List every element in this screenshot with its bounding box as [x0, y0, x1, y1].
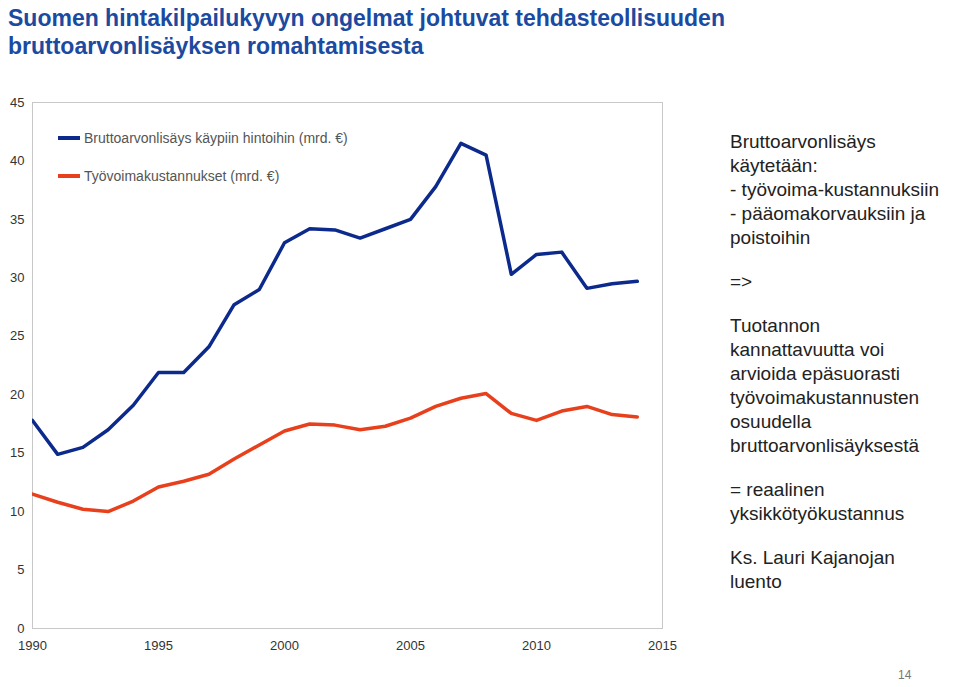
html-text:poistoihin: poistoihin	[730, 227, 811, 248]
html-text:Tuotannon: Tuotannon	[730, 315, 821, 336]
html-text:käytetään:: käytetään:	[730, 155, 818, 176]
html-text:kannattavuutta voi: kannattavuutta voi	[730, 339, 885, 360]
html-text:yksikkötyökustannus: yksikkötyökustannus	[730, 503, 905, 524]
svg-text:2015: 2015	[648, 638, 677, 653]
html-text:Bruttoarvonlisäys käypiin hint: Bruttoarvonlisäys käypiin hintoihin (mrd…	[84, 130, 348, 146]
svg-text:1990: 1990	[18, 638, 47, 653]
svg-text:2010: 2010	[522, 638, 551, 653]
svg-text:2000: 2000	[270, 638, 299, 653]
svg-text:0: 0	[17, 621, 24, 636]
svg-text:40: 40	[10, 153, 24, 168]
html-text:Työvoimakustannukset (mrd. €): Työvoimakustannukset (mrd. €)	[84, 168, 280, 184]
html-text:osuudella: osuudella	[730, 411, 812, 432]
svg-text:10: 10	[10, 504, 24, 519]
html-text:Bruttoarvonlisäys: Bruttoarvonlisäys	[730, 131, 876, 152]
html-text:Suomen hintakilpailukyvyn onge: Suomen hintakilpailukyvyn ongelmat johtu…	[8, 5, 725, 59]
svg-text:20: 20	[10, 387, 24, 402]
svg-text:2005: 2005	[396, 638, 425, 653]
svg-text:25: 25	[10, 328, 24, 343]
html-text:- työvoima-kustannuksiin: - työvoima-kustannuksiin	[730, 179, 940, 200]
svg-text:5: 5	[17, 562, 24, 577]
html-text:- pääomakorvauksiin ja: - pääomakorvauksiin ja	[730, 203, 926, 224]
html-text:luento: luento	[730, 571, 782, 592]
html-text:Ks. Lauri Kajanojan: Ks. Lauri Kajanojan	[730, 547, 895, 568]
html-text:työvoimakustannusten: työvoimakustannusten	[730, 387, 920, 408]
svg-text:45: 45	[10, 95, 24, 110]
html-text:bruttoarvonlisäyksestä: bruttoarvonlisäyksestä	[730, 435, 919, 456]
svg-text:30: 30	[10, 270, 24, 285]
svg-text:1995: 1995	[144, 638, 173, 653]
svg-text:35: 35	[10, 212, 24, 227]
html-text:= reaalinen: = reaalinen	[730, 479, 825, 500]
html-text:14: 14	[898, 668, 912, 682]
html-text:arvioida epäsuorasti: arvioida epäsuorasti	[730, 363, 900, 384]
svg-text:15: 15	[10, 445, 24, 460]
